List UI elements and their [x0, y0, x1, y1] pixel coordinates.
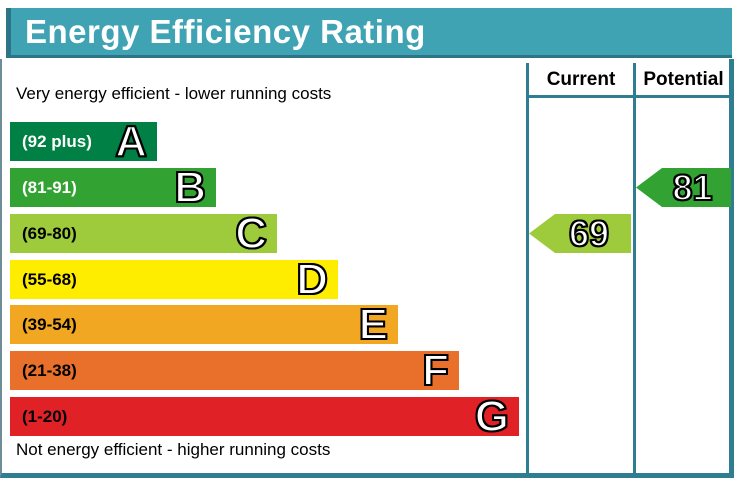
- band-letter: A: [114, 117, 148, 166]
- band-row-e: (39-54) E: [10, 300, 398, 349]
- header-underline: [526, 95, 729, 98]
- band-row-g: (1-20) G: [10, 392, 519, 441]
- band-range-label: (81-91): [22, 177, 77, 197]
- band-row-a: (92 plus) A: [10, 117, 157, 166]
- band-row-b: (81-91) B: [10, 163, 216, 212]
- band-letter: D: [295, 255, 329, 304]
- band-range-label: (55-68): [22, 269, 77, 289]
- band-range-label: (1-20): [22, 406, 68, 426]
- column-header-current: Current: [546, 69, 616, 90]
- band-range-label: (92 plus): [22, 131, 92, 151]
- band-letter: E: [358, 300, 389, 349]
- band-range-label: (21-38): [22, 360, 77, 380]
- column-header-potential: Potential: [643, 69, 724, 90]
- band-range-label: (69-80): [22, 223, 77, 243]
- current-rating-value: 69: [568, 213, 610, 254]
- caption-not-efficient: Not energy efficient - higher running co…: [16, 440, 331, 459]
- potential-rating-value: 81: [671, 167, 713, 208]
- current-column-left-line: [526, 63, 529, 473]
- page-title: Energy Efficiency Rating: [25, 12, 426, 50]
- band-row-d: (55-68) D: [10, 255, 338, 304]
- potential-rating-arrow: 81: [636, 168, 731, 207]
- chart-area: Current Potential Very energy efficient …: [0, 59, 734, 478]
- band-letter: G: [474, 392, 510, 441]
- band-letter: C: [234, 209, 268, 258]
- band-letter: F: [421, 346, 450, 395]
- chart-title-bar: Energy Efficiency Rating: [6, 8, 732, 58]
- current-rating-arrow: 69: [529, 214, 631, 253]
- band-letter: B: [173, 163, 207, 212]
- band-row-f: (21-38) F: [10, 346, 459, 395]
- band-range-label: (39-54): [22, 314, 77, 334]
- column-divider-line: [633, 63, 636, 473]
- band-row-c: (69-80) C: [10, 209, 277, 258]
- caption-very-efficient: Very energy efficient - lower running co…: [16, 84, 332, 103]
